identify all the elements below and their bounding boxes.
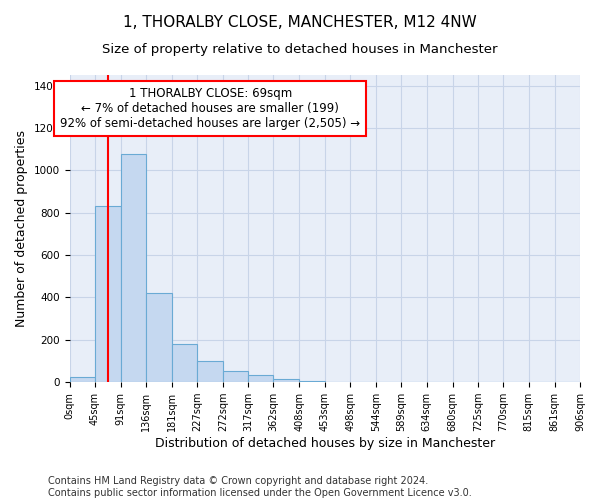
X-axis label: Distribution of detached houses by size in Manchester: Distribution of detached houses by size …: [155, 437, 495, 450]
Bar: [172, 344, 197, 382]
Y-axis label: Number of detached properties: Number of detached properties: [15, 130, 28, 327]
Bar: [95, 206, 121, 382]
Bar: [121, 154, 146, 382]
Bar: [299, 381, 325, 382]
Bar: [223, 370, 248, 382]
Bar: [248, 375, 274, 382]
Text: 1 THORALBY CLOSE: 69sqm
← 7% of detached houses are smaller (199)
92% of semi-de: 1 THORALBY CLOSE: 69sqm ← 7% of detached…: [61, 88, 361, 130]
Bar: [274, 379, 299, 382]
Bar: [146, 293, 172, 382]
Text: 1, THORALBY CLOSE, MANCHESTER, M12 4NW: 1, THORALBY CLOSE, MANCHESTER, M12 4NW: [123, 15, 477, 30]
Bar: [197, 361, 223, 382]
Text: Contains HM Land Registry data © Crown copyright and database right 2024.
Contai: Contains HM Land Registry data © Crown c…: [48, 476, 472, 498]
Bar: [70, 377, 95, 382]
Text: Size of property relative to detached houses in Manchester: Size of property relative to detached ho…: [102, 42, 498, 56]
